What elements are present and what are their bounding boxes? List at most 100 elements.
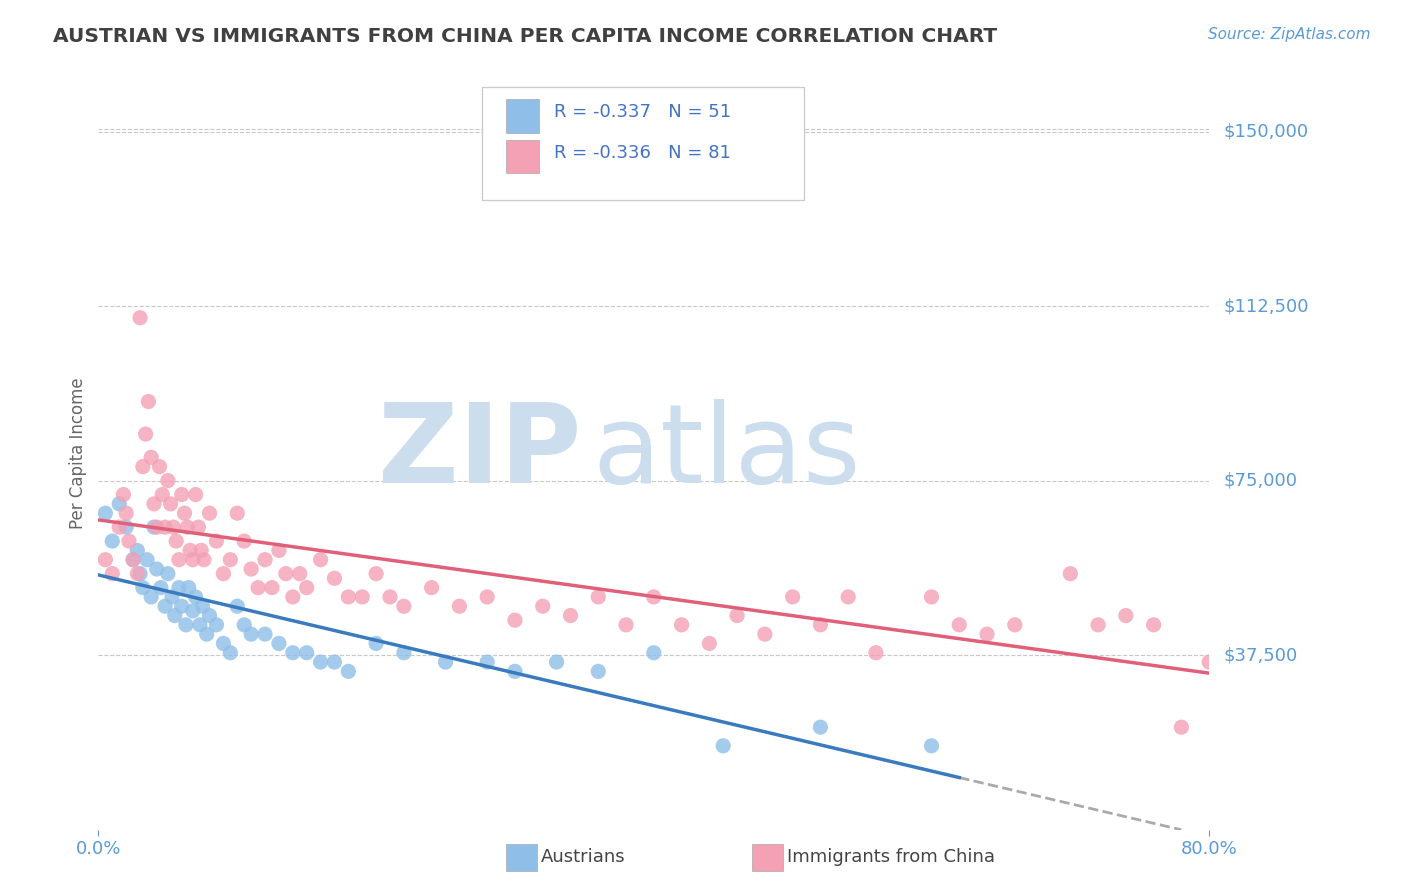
- Text: Source: ZipAtlas.com: Source: ZipAtlas.com: [1208, 27, 1371, 42]
- Text: $37,500: $37,500: [1223, 646, 1298, 664]
- Point: [323, 655, 346, 669]
- Point: [191, 599, 214, 614]
- Point: [150, 487, 173, 501]
- Point: [101, 534, 124, 549]
- Point: [503, 613, 526, 627]
- Point: [288, 566, 311, 581]
- Point: [198, 506, 221, 520]
- Text: Austrians: Austrians: [541, 848, 626, 866]
- Point: [392, 646, 415, 660]
- Point: [212, 636, 235, 650]
- Text: $150,000: $150,000: [1223, 123, 1308, 141]
- Point: [108, 497, 131, 511]
- Point: [378, 590, 401, 604]
- Point: [181, 604, 204, 618]
- Point: [205, 617, 228, 632]
- Point: [226, 599, 249, 614]
- Point: [160, 590, 183, 604]
- Point: [205, 534, 228, 549]
- Point: [671, 617, 693, 632]
- Point: [219, 552, 242, 566]
- Point: [366, 566, 388, 581]
- Point: [179, 543, 201, 558]
- Point: [184, 487, 207, 501]
- Point: [127, 566, 149, 581]
- Point: [323, 571, 346, 585]
- Text: R = -0.337   N = 51: R = -0.337 N = 51: [554, 103, 731, 121]
- Point: [162, 520, 184, 534]
- Point: [810, 617, 832, 632]
- Point: [177, 581, 200, 595]
- Point: [810, 720, 832, 734]
- Point: [115, 506, 138, 520]
- Point: [475, 590, 499, 604]
- Point: [449, 599, 471, 614]
- Text: $75,000: $75,000: [1223, 472, 1298, 490]
- Point: [837, 590, 859, 604]
- Point: [127, 543, 149, 558]
- Point: [101, 566, 124, 581]
- Point: [141, 590, 163, 604]
- Text: R = -0.336   N = 81: R = -0.336 N = 81: [554, 144, 731, 161]
- Point: [865, 646, 887, 660]
- Point: [434, 655, 457, 669]
- Point: [274, 566, 297, 581]
- Point: [226, 506, 249, 520]
- Point: [1115, 608, 1137, 623]
- Point: [588, 590, 610, 604]
- Point: [531, 599, 554, 614]
- Point: [156, 474, 179, 488]
- Point: [145, 562, 167, 576]
- Point: [560, 608, 582, 623]
- Point: [129, 566, 152, 581]
- Point: [94, 552, 117, 566]
- Point: [920, 739, 942, 753]
- Point: [546, 655, 568, 669]
- Point: [475, 655, 499, 669]
- Point: [167, 581, 190, 595]
- Point: [392, 599, 415, 614]
- Point: [1170, 720, 1192, 734]
- Point: [281, 590, 304, 604]
- FancyBboxPatch shape: [506, 99, 540, 133]
- Point: [267, 543, 290, 558]
- Point: [170, 599, 193, 614]
- Text: AUSTRIAN VS IMMIGRANTS FROM CHINA PER CAPITA INCOME CORRELATION CHART: AUSTRIAN VS IMMIGRANTS FROM CHINA PER CA…: [53, 27, 997, 45]
- Point: [148, 459, 170, 474]
- Point: [112, 487, 135, 501]
- Point: [309, 552, 332, 566]
- Point: [352, 590, 374, 604]
- Point: [122, 552, 145, 566]
- Point: [173, 506, 195, 520]
- Point: [149, 581, 172, 595]
- Point: [132, 581, 155, 595]
- Point: [190, 543, 212, 558]
- Point: [187, 520, 209, 534]
- Point: [1087, 617, 1109, 632]
- Point: [132, 459, 155, 474]
- Point: [233, 534, 256, 549]
- Point: [143, 520, 166, 534]
- FancyBboxPatch shape: [482, 87, 804, 200]
- Text: Immigrants from China: Immigrants from China: [787, 848, 995, 866]
- Point: [267, 636, 290, 650]
- Point: [193, 552, 215, 566]
- Point: [167, 552, 190, 566]
- Point: [976, 627, 998, 641]
- Point: [159, 497, 181, 511]
- Point: [118, 534, 141, 549]
- Point: [233, 617, 256, 632]
- Point: [643, 590, 665, 604]
- Point: [195, 627, 218, 641]
- Point: [260, 581, 283, 595]
- Point: [143, 497, 166, 511]
- Point: [129, 310, 152, 325]
- Point: [176, 520, 198, 534]
- Point: [643, 646, 665, 660]
- Point: [181, 552, 204, 566]
- Point: [614, 617, 637, 632]
- Point: [108, 520, 131, 534]
- Point: [198, 608, 221, 623]
- Point: [135, 427, 157, 442]
- Point: [337, 665, 360, 679]
